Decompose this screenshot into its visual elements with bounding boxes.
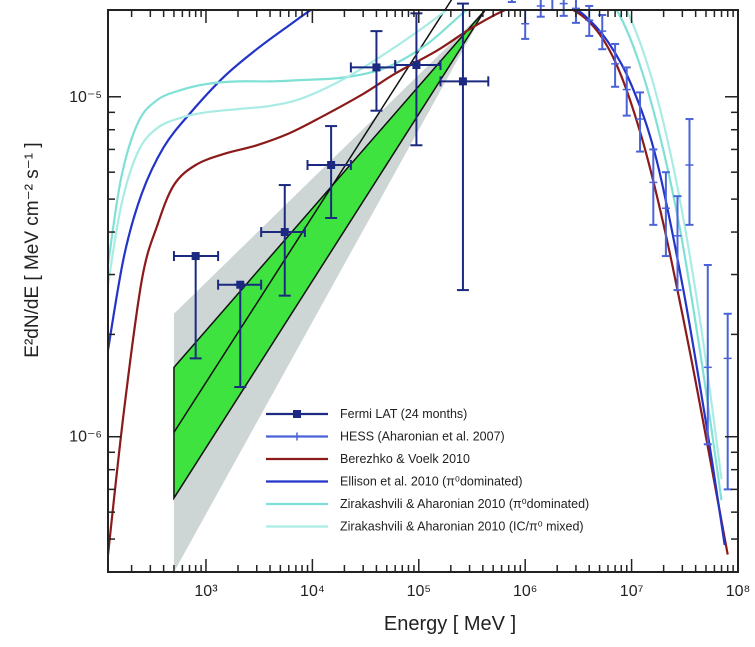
model-curve-5 <box>108 10 723 480</box>
hess-point-18 <box>723 312 732 491</box>
model-curve-3 <box>108 10 726 546</box>
butterfly-center-line <box>173 0 453 433</box>
fermi-point-1 <box>217 279 263 389</box>
x-tick-label: 10⁵ <box>407 583 431 600</box>
fermi-point-2 <box>260 184 306 297</box>
x-tick-label: 10⁷ <box>620 583 644 600</box>
x-tick-label: 10⁴ <box>300 583 325 600</box>
hess-point-14 <box>661 171 670 258</box>
legend-label: Zirakashvili & Aharonian 2010 (IC/π⁰ mix… <box>340 520 584 534</box>
y-tick-label: 10⁻⁶ <box>69 429 102 446</box>
square-marker <box>372 63 381 72</box>
model-curve-2 <box>108 10 729 555</box>
legend-label: Ellison et al. 2010 (π⁰dominated) <box>340 475 522 489</box>
butterfly-bands <box>173 0 486 572</box>
hess-point-2 <box>507 0 516 4</box>
hess-point-4 <box>536 0 545 18</box>
hess-point-15 <box>673 195 682 292</box>
hess-point-17 <box>703 263 712 446</box>
legend-label: HESS (Aharonian et al. 2007) <box>340 430 505 444</box>
legend-label: Berezhko & Voelk 2010 <box>340 452 470 466</box>
legend: Fermi LAT (24 months) HESS (Aharonian et … <box>266 407 589 534</box>
hess-point-11 <box>622 66 631 117</box>
model-curves <box>108 10 729 555</box>
legend-marker <box>293 410 301 418</box>
legend-label: Zirakashvili & Aharonian 2010 (π⁰dominat… <box>340 497 589 511</box>
square-marker <box>327 160 336 169</box>
gray-systematic-band <box>173 10 486 572</box>
legend-entry-1: HESS (Aharonian et al. 2007) <box>266 430 505 444</box>
fermi-point-5 <box>394 12 442 147</box>
fermi-point-6 <box>439 2 490 292</box>
square-marker <box>236 280 245 289</box>
square-marker <box>458 77 467 86</box>
x-axis-title: Energy [ MeV ] <box>384 613 516 635</box>
plot-frame <box>107 9 739 573</box>
square-marker <box>191 252 200 261</box>
legend-entry-0: Fermi LAT (24 months) <box>266 407 467 421</box>
hess-point-5 <box>548 0 557 11</box>
hess-point-16 <box>685 118 694 226</box>
y-tick-label: 10⁻⁵ <box>69 89 102 106</box>
hess-point-13 <box>649 148 658 226</box>
x-tick-label: 10³ <box>194 583 218 600</box>
fermi-point-3 <box>306 125 352 219</box>
x-tick-label: 10⁶ <box>513 583 537 600</box>
legend-entry-2: Berezhko & Voelk 2010 <box>266 452 470 466</box>
fermi-point-0 <box>172 251 220 360</box>
legend-entry-5: Zirakashvili & Aharonian 2010 (IC/π⁰ mix… <box>266 520 584 534</box>
legend-entry-4: Zirakashvili & Aharonian 2010 (π⁰dominat… <box>266 497 589 511</box>
data-points <box>172 0 732 491</box>
square-marker <box>412 61 421 70</box>
hess-point-12 <box>636 91 645 153</box>
legend-label: Fermi LAT (24 months) <box>340 407 467 421</box>
square-marker <box>280 228 289 237</box>
axis-ticks: 10³ 10⁴ 10⁵ 10⁶ 10⁷ 10⁸ 10⁻⁶ 10⁻⁵ <box>69 10 750 600</box>
model-curve-4 <box>108 10 723 501</box>
x-tick-label: 10⁸ <box>726 583 751 600</box>
y-axis-title: E²dN/dE [ MeV cm⁻² s⁻¹ ] <box>22 142 43 357</box>
hess-point-10 <box>611 42 620 88</box>
legend-entry-3: Ellison et al. 2010 (π⁰dominated) <box>266 475 522 489</box>
hess-point-6 <box>559 0 568 17</box>
